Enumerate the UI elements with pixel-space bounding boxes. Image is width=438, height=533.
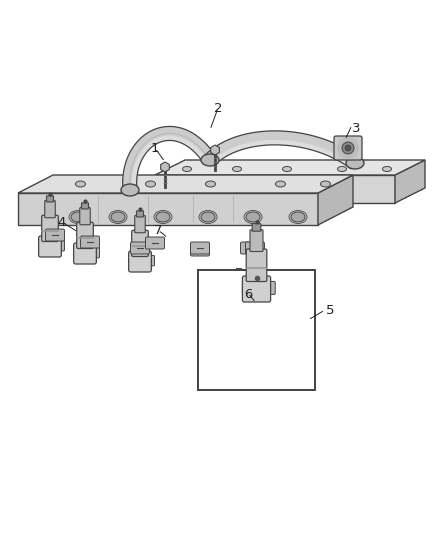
Text: 4: 4 [58,215,66,229]
FancyBboxPatch shape [81,236,99,248]
FancyBboxPatch shape [145,237,165,249]
Text: 2: 2 [214,101,222,115]
FancyBboxPatch shape [135,215,145,233]
FancyBboxPatch shape [246,249,267,281]
FancyBboxPatch shape [74,247,81,258]
Ellipse shape [145,181,155,187]
Ellipse shape [276,181,286,187]
Ellipse shape [183,166,191,172]
Ellipse shape [321,181,331,187]
FancyBboxPatch shape [92,247,99,258]
FancyBboxPatch shape [46,229,64,241]
FancyBboxPatch shape [242,276,271,302]
FancyBboxPatch shape [80,207,90,225]
Polygon shape [155,175,395,203]
Ellipse shape [346,157,364,169]
Text: 6: 6 [244,288,252,302]
Circle shape [345,145,351,151]
FancyBboxPatch shape [246,242,265,254]
FancyBboxPatch shape [81,203,88,209]
Polygon shape [161,162,170,172]
FancyBboxPatch shape [129,255,136,266]
FancyBboxPatch shape [147,255,155,266]
Circle shape [342,142,354,154]
FancyBboxPatch shape [242,281,251,294]
Bar [198,270,315,390]
Ellipse shape [121,184,139,196]
Polygon shape [132,135,208,190]
Polygon shape [212,140,354,168]
FancyBboxPatch shape [191,244,209,256]
FancyBboxPatch shape [252,224,261,231]
Ellipse shape [283,166,292,172]
Text: 1: 1 [151,141,159,155]
FancyBboxPatch shape [267,281,275,294]
Ellipse shape [382,166,392,172]
Polygon shape [318,175,353,225]
Ellipse shape [201,154,219,166]
Ellipse shape [75,181,85,187]
Polygon shape [395,160,425,203]
Polygon shape [211,145,219,155]
FancyBboxPatch shape [77,222,93,248]
Ellipse shape [291,212,305,222]
Ellipse shape [156,212,170,222]
Ellipse shape [205,181,215,187]
Polygon shape [205,131,359,168]
Text: 3: 3 [352,122,360,134]
FancyBboxPatch shape [250,230,263,252]
FancyBboxPatch shape [39,240,46,251]
FancyBboxPatch shape [132,230,148,256]
Ellipse shape [111,212,125,222]
Polygon shape [18,175,353,193]
FancyBboxPatch shape [39,236,61,257]
Text: 7: 7 [154,223,162,237]
FancyBboxPatch shape [131,242,149,254]
FancyBboxPatch shape [57,240,64,251]
Polygon shape [155,160,425,175]
Ellipse shape [71,212,85,222]
Polygon shape [123,126,216,191]
Ellipse shape [233,166,241,172]
FancyBboxPatch shape [137,211,144,217]
Text: 5: 5 [326,303,334,317]
Ellipse shape [201,212,215,222]
FancyBboxPatch shape [191,242,209,254]
FancyBboxPatch shape [42,215,58,241]
FancyBboxPatch shape [129,251,152,272]
Ellipse shape [246,212,260,222]
FancyBboxPatch shape [45,200,55,218]
Polygon shape [18,193,318,225]
Ellipse shape [338,166,346,172]
FancyBboxPatch shape [46,196,53,202]
FancyBboxPatch shape [334,136,362,160]
FancyBboxPatch shape [74,243,96,264]
FancyBboxPatch shape [240,242,259,254]
